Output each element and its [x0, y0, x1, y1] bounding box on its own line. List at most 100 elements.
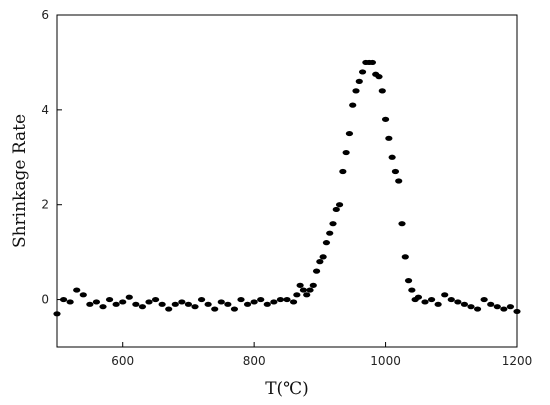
- data-point: [303, 292, 311, 298]
- data-point: [211, 306, 219, 312]
- data-point: [283, 296, 291, 303]
- data-point: [178, 299, 186, 305]
- data-point: [92, 299, 101, 305]
- data-point: [487, 301, 495, 307]
- data-point: [342, 149, 350, 156]
- data-point: [184, 301, 193, 307]
- y-tick-label: 6: [41, 8, 49, 22]
- data-point: [171, 301, 179, 307]
- data-point: [132, 301, 140, 307]
- data-point: [296, 282, 304, 288]
- data-point: [414, 294, 423, 300]
- data-point: [293, 292, 301, 298]
- data-point: [197, 296, 206, 303]
- data-point: [125, 294, 133, 300]
- plot-frame: [56, 14, 518, 348]
- data-point: [447, 296, 455, 303]
- data-point: [204, 301, 212, 307]
- data-point: [398, 221, 406, 227]
- data-point: [493, 304, 501, 310]
- data-point: [276, 296, 285, 303]
- x-tick-label: 1200: [502, 354, 533, 368]
- data-point: [53, 311, 61, 317]
- data-point: [145, 299, 153, 305]
- data-point: [355, 78, 363, 84]
- data-point: [473, 306, 482, 312]
- y-tick-label: 0: [41, 293, 49, 307]
- y-tick-label: 4: [41, 103, 49, 117]
- data-point: [385, 135, 393, 141]
- data-point: [326, 230, 334, 236]
- data-point: [217, 299, 225, 305]
- data-point: [467, 304, 475, 310]
- data-point: [506, 304, 515, 310]
- data-point: [378, 88, 386, 94]
- x-axis-title: T(℃): [265, 379, 309, 399]
- data-point: [388, 154, 396, 160]
- data-point: [434, 301, 442, 307]
- data-point: [73, 287, 81, 293]
- data-point: [319, 254, 327, 260]
- data-point: [306, 287, 314, 293]
- data-point: [270, 299, 278, 305]
- data-point: [345, 130, 354, 137]
- ticks: 600 800 1000 1200 0 2 4 6: [41, 8, 532, 368]
- data-point: [79, 292, 87, 298]
- data-points: [53, 59, 521, 317]
- data-point: [66, 299, 74, 305]
- data-point: [339, 168, 347, 175]
- data-point: [408, 287, 416, 293]
- data-point: [332, 206, 340, 213]
- data-point: [59, 296, 68, 303]
- data-point: [401, 254, 409, 260]
- x-tick-label: 800: [243, 354, 266, 368]
- data-point: [191, 304, 199, 310]
- data-point: [309, 282, 317, 288]
- data-point: [243, 301, 252, 307]
- data-point: [375, 74, 383, 80]
- y-axis-title: Shrinkage Rate: [10, 114, 30, 248]
- data-point: [224, 301, 232, 307]
- data-point: [86, 301, 94, 307]
- data-point: [99, 304, 107, 310]
- data-point: [349, 102, 357, 108]
- x-tick-label: 600: [111, 354, 134, 368]
- data-point: [500, 306, 508, 312]
- data-point: [352, 88, 360, 94]
- data-point: [230, 306, 239, 312]
- data-point: [105, 296, 114, 303]
- data-point: [250, 299, 258, 305]
- data-point: [112, 301, 120, 307]
- data-point: [404, 278, 413, 284]
- data-point: [289, 299, 298, 305]
- data-point: [299, 287, 308, 293]
- data-point: [237, 296, 245, 303]
- data-point: [335, 202, 344, 208]
- data-point: [381, 116, 390, 122]
- data-point: [257, 296, 265, 303]
- data-point: [454, 299, 462, 305]
- data-point: [151, 296, 160, 303]
- data-point: [322, 240, 331, 246]
- data-point: [480, 296, 488, 303]
- data-point: [368, 59, 377, 66]
- data-point: [263, 301, 271, 307]
- data-point: [441, 292, 449, 298]
- data-point: [460, 301, 469, 307]
- x-tick-label: 1000: [370, 354, 401, 368]
- data-point: [316, 259, 324, 265]
- data-point: [138, 304, 147, 310]
- data-point: [165, 306, 173, 312]
- data-point: [329, 221, 337, 227]
- data-point: [119, 299, 127, 305]
- data-point: [158, 301, 166, 307]
- data-point: [391, 168, 400, 175]
- data-point: [395, 178, 403, 184]
- data-point: [358, 69, 367, 75]
- data-point: [312, 268, 321, 274]
- data-point: [513, 308, 521, 315]
- data-point: [427, 296, 436, 303]
- y-tick-label: 2: [41, 198, 49, 212]
- data-point: [421, 299, 429, 305]
